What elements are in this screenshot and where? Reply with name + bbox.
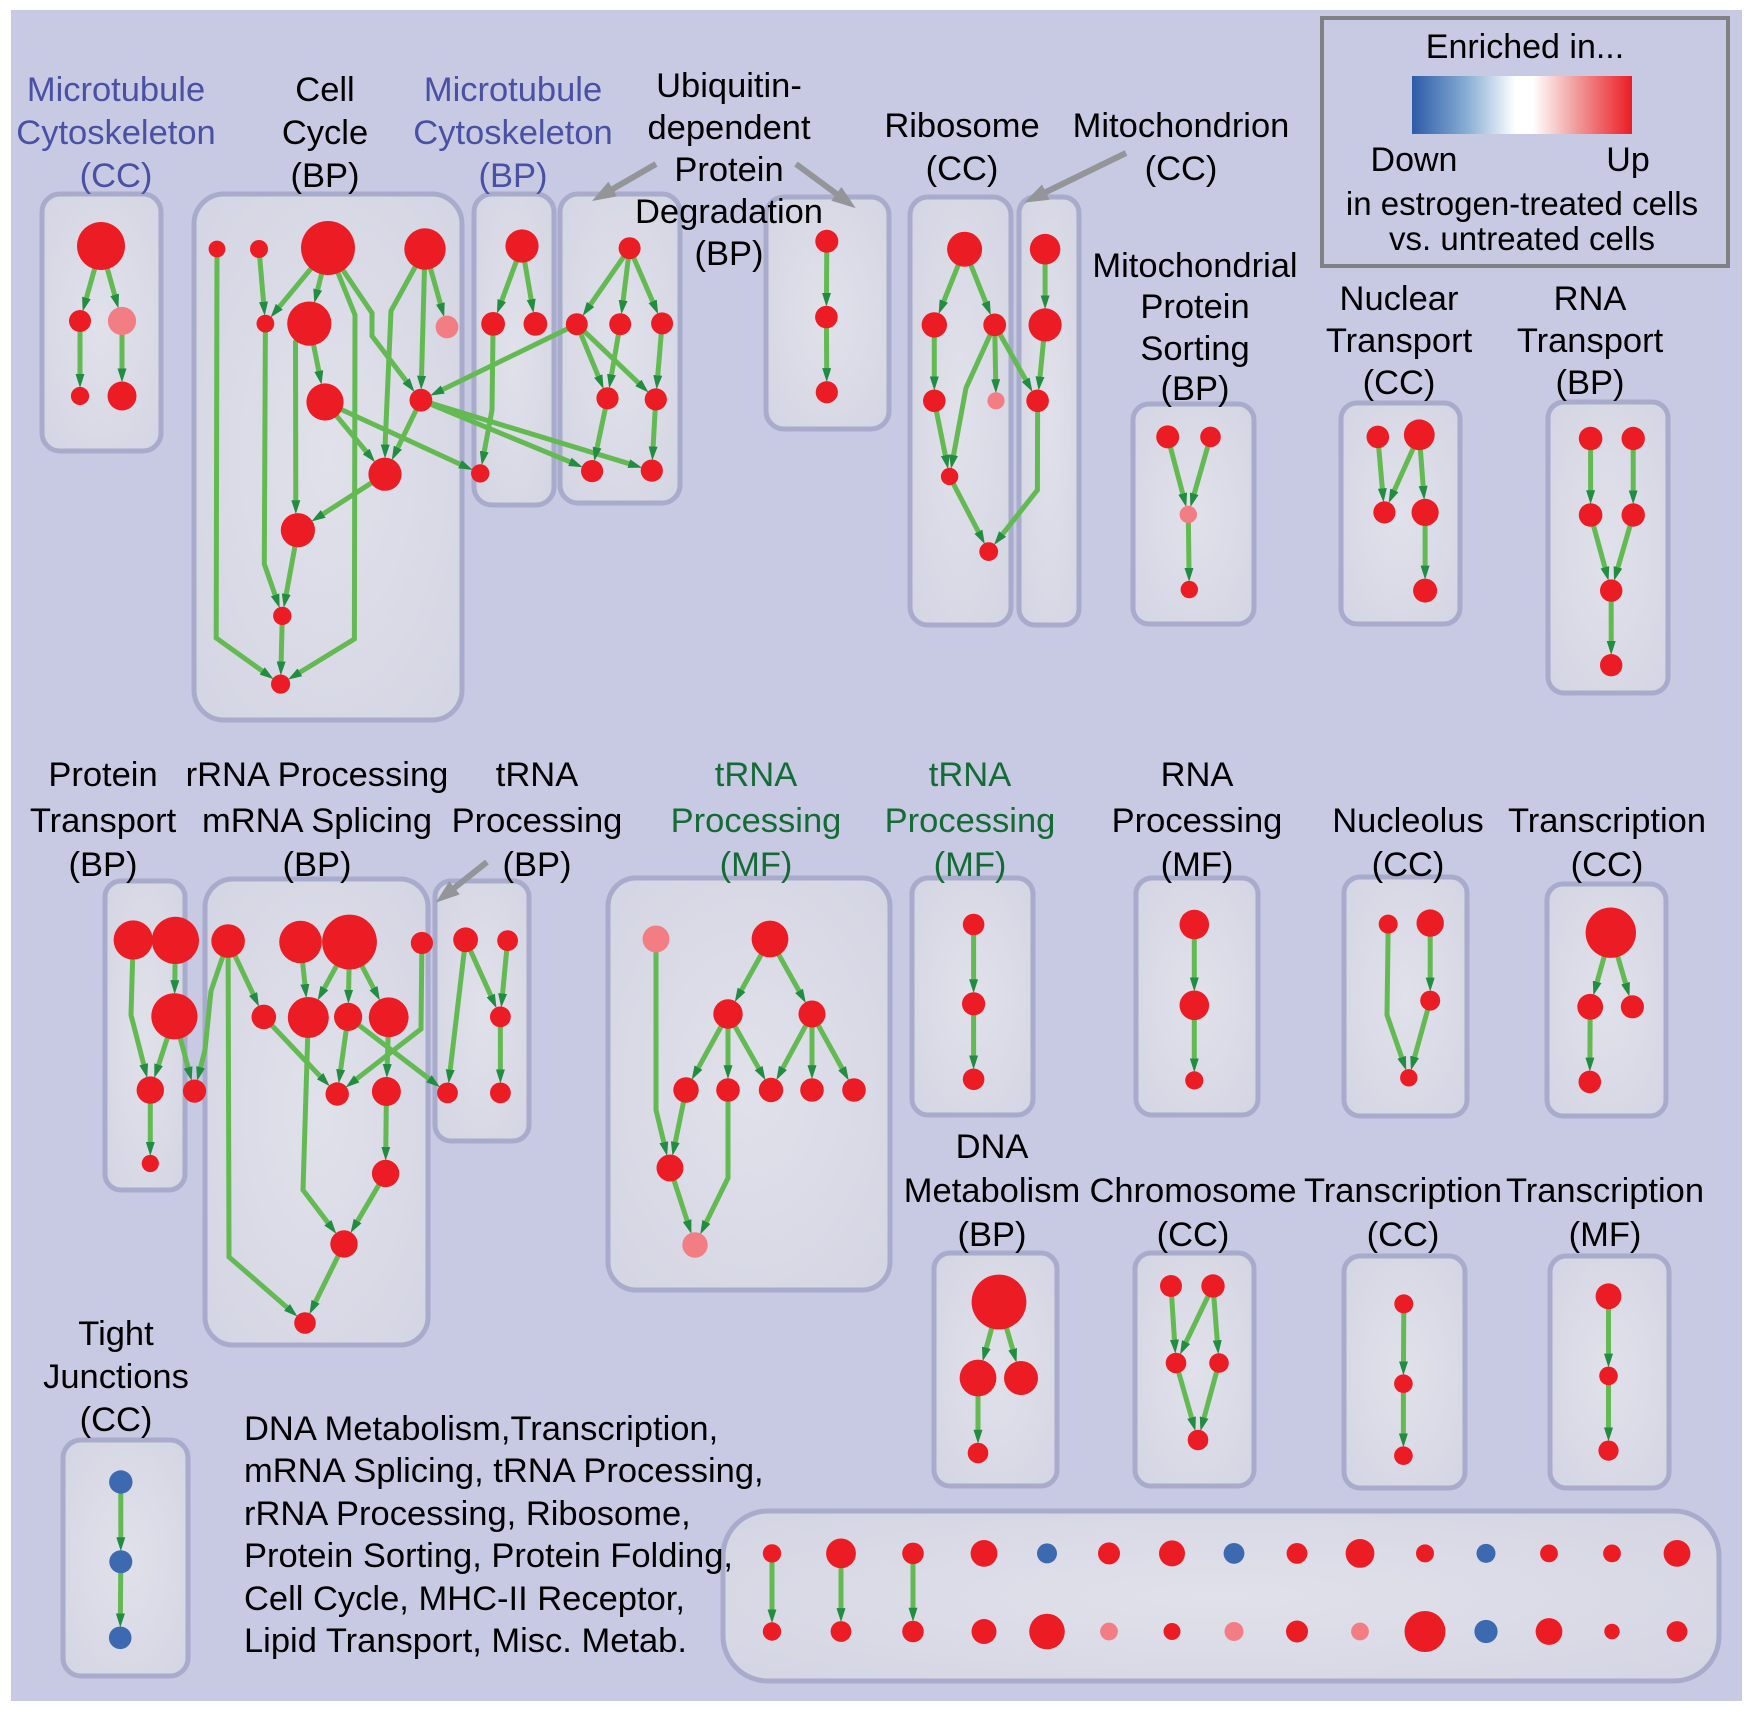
svg-text:Transcription: Transcription: [1506, 1172, 1704, 1210]
svg-text:Cell Cycle, MHC-II Receptor,: Cell Cycle, MHC-II Receptor,: [244, 1580, 685, 1618]
svg-text:Processing: Processing: [452, 802, 623, 840]
svg-text:Lipid Transport, Misc. Metab.: Lipid Transport, Misc. Metab.: [244, 1622, 687, 1660]
svg-text:Processing: Processing: [885, 802, 1056, 840]
svg-text:tRNA: tRNA: [715, 756, 797, 794]
svg-text:(BP): (BP): [283, 846, 352, 884]
svg-text:Transport: Transport: [30, 802, 177, 840]
svg-text:tRNA: tRNA: [496, 756, 578, 794]
svg-text:RNA: RNA: [1161, 756, 1234, 794]
svg-text:vs. untreated cells: vs. untreated cells: [1389, 220, 1655, 257]
svg-text:(BP): (BP): [479, 157, 548, 195]
svg-text:Mitochondrion: Mitochondrion: [1073, 107, 1290, 145]
svg-text:(BP): (BP): [1161, 370, 1230, 408]
svg-text:Nucleolus: Nucleolus: [1332, 802, 1484, 840]
svg-text:DNA: DNA: [956, 1128, 1029, 1166]
svg-text:Mitochondrial: Mitochondrial: [1092, 247, 1297, 285]
svg-text:Up: Up: [1606, 141, 1649, 179]
svg-text:(BP): (BP): [695, 235, 764, 273]
svg-text:(CC): (CC): [1571, 846, 1644, 884]
svg-text:(CC): (CC): [1157, 1216, 1230, 1254]
svg-text:Protein: Protein: [48, 756, 157, 794]
svg-text:in estrogen-treated cells: in estrogen-treated cells: [1346, 185, 1698, 222]
svg-text:rRNA Processing: rRNA Processing: [186, 756, 449, 794]
svg-text:Cell: Cell: [295, 71, 354, 109]
svg-text:rRNA Processing, Ribosome,: rRNA Processing, Ribosome,: [244, 1495, 691, 1533]
svg-text:Protein: Protein: [1140, 288, 1249, 326]
svg-text:Metabolism: Metabolism: [904, 1172, 1080, 1210]
svg-text:Microtubule: Microtubule: [424, 71, 602, 109]
svg-text:Degradation: Degradation: [635, 193, 823, 231]
svg-text:Transport: Transport: [1326, 322, 1473, 360]
svg-text:(CC): (CC): [1372, 846, 1445, 884]
svg-text:(CC): (CC): [926, 150, 999, 188]
svg-text:Protein Sorting, Protein Foldi: Protein Sorting, Protein Folding,: [244, 1537, 733, 1575]
svg-text:DNA Metabolism,Transcription,: DNA Metabolism,Transcription,: [244, 1410, 718, 1448]
svg-text:Sorting: Sorting: [1140, 330, 1249, 368]
svg-text:(MF): (MF): [934, 846, 1007, 884]
svg-text:(MF): (MF): [1161, 846, 1234, 884]
svg-text:Processing: Processing: [1112, 802, 1283, 840]
svg-text:(BP): (BP): [958, 1216, 1027, 1254]
svg-text:Transcription: Transcription: [1304, 1172, 1502, 1210]
svg-text:Junctions: Junctions: [43, 1358, 189, 1396]
svg-text:Chromosome: Chromosome: [1089, 1172, 1296, 1210]
svg-text:Tight: Tight: [78, 1315, 154, 1353]
svg-text:(CC): (CC): [80, 157, 153, 195]
svg-text:Down: Down: [1371, 141, 1458, 179]
svg-text:Cytoskeleton: Cytoskeleton: [413, 114, 612, 152]
svg-text:(MF): (MF): [1569, 1216, 1642, 1254]
svg-text:Transport: Transport: [1517, 322, 1664, 360]
svg-text:Cytoskeleton: Cytoskeleton: [16, 114, 215, 152]
svg-text:Transcription: Transcription: [1508, 802, 1706, 840]
svg-text:(BP): (BP): [69, 846, 138, 884]
svg-text:dependent: dependent: [647, 109, 810, 147]
svg-text:Ribosome: Ribosome: [884, 107, 1039, 145]
svg-text:(CC): (CC): [1145, 150, 1218, 188]
svg-text:RNA: RNA: [1554, 280, 1627, 318]
svg-text:tRNA: tRNA: [929, 756, 1011, 794]
svg-text:Ubiquitin-: Ubiquitin-: [656, 67, 802, 105]
svg-text:mRNA Splicing, tRNA Processing: mRNA Splicing, tRNA Processing,: [244, 1452, 764, 1490]
svg-text:Enriched in...: Enriched in...: [1426, 28, 1624, 66]
svg-text:mRNA Splicing: mRNA Splicing: [202, 802, 432, 840]
svg-text:Microtubule: Microtubule: [27, 71, 205, 109]
svg-text:(CC): (CC): [1367, 1216, 1440, 1254]
svg-text:(BP): (BP): [291, 157, 360, 195]
svg-text:(BP): (BP): [1556, 364, 1625, 402]
svg-text:Protein: Protein: [674, 151, 783, 189]
svg-text:(BP): (BP): [503, 846, 572, 884]
svg-text:Nuclear: Nuclear: [1340, 280, 1459, 318]
svg-text:Cycle: Cycle: [282, 114, 368, 152]
svg-text:(MF): (MF): [720, 846, 793, 884]
svg-text:(CC): (CC): [80, 1401, 153, 1439]
svg-text:(CC): (CC): [1363, 364, 1436, 402]
svg-text:Processing: Processing: [671, 802, 842, 840]
